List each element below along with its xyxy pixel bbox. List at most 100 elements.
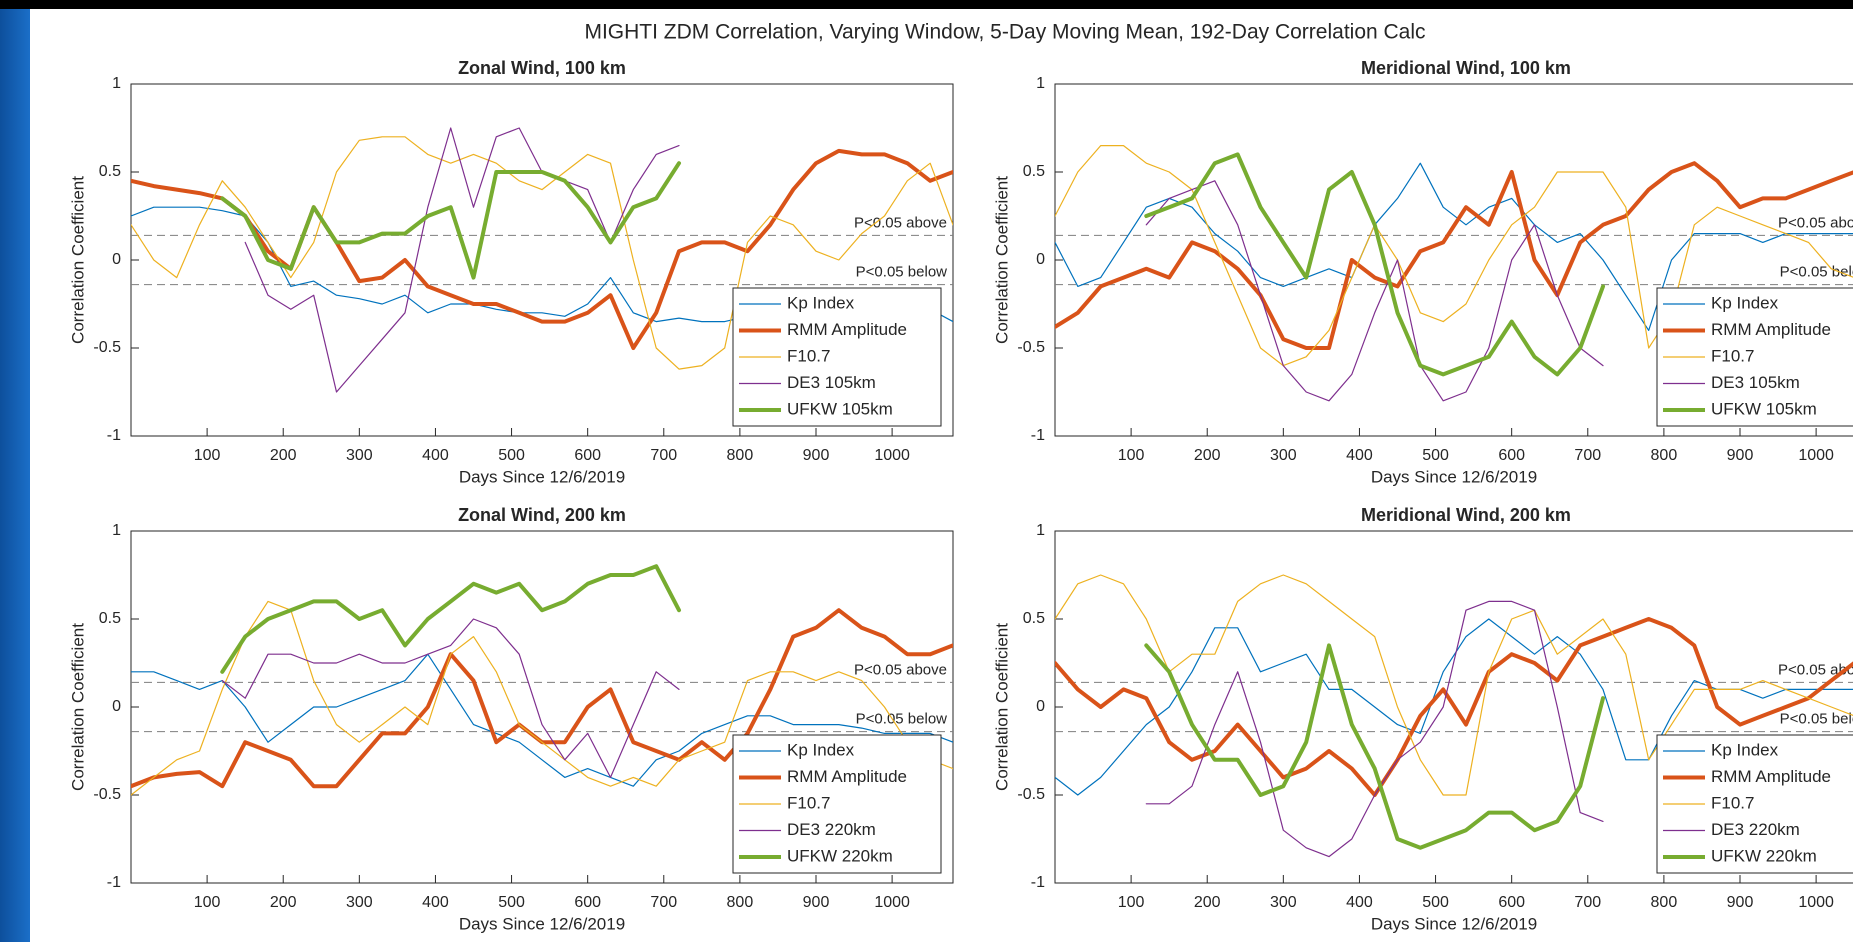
top-bar [0,0,1853,9]
series-line [1055,162,1853,331]
x-axis-label: Days Since 12/6/2019 [459,467,625,486]
x-tick-label: 700 [650,894,677,911]
legend-label: DE3 220km [1711,820,1800,839]
x-tick-label: 400 [422,447,449,464]
y-tick-label: -1 [107,874,121,891]
legend-label: F10.7 [787,793,830,812]
legend: Kp Index RMM Amplitude F10.7 DE3 220km UFKW … [1656,734,1853,874]
subplot: Zonal Wind, 200 km -1 -0.5 0 0.5 1 100 200 300 40… [68,505,954,933]
x-tick-label: 1000 [874,894,910,911]
y-tick-label: 1 [112,75,121,92]
y-tick-label: 0.5 [99,610,121,627]
legend: Kp Index RMM Amplitude F10.7 DE3 105km UFKW … [732,287,942,427]
threshold-label: P<0.05 above [1778,661,1853,678]
x-tick-label: 200 [270,447,297,464]
legend: Kp Index RMM Amplitude F10.7 DE3 220km UFKW … [732,734,942,874]
legend-label: Kp Index [1711,740,1779,759]
y-tick-label: -0.5 [1017,786,1045,803]
x-tick-label: 100 [1118,447,1145,464]
x-tick-label: 1000 [874,447,910,464]
legend-label: RMM Amplitude [787,320,907,339]
x-tick-label: 400 [1346,447,1373,464]
threshold-label: P<0.05 above [854,214,947,231]
subplot-title: Zonal Wind, 100 km [458,58,626,78]
legend-label: F10.7 [787,346,830,365]
subplot: Zonal Wind, 100 km -1 -0.5 0 0.5 1 100 200 300 40… [68,58,954,486]
series-line [1055,574,1853,796]
x-tick-label: 200 [1194,894,1221,911]
subplot-title: Meridional Wind, 100 km [1361,58,1571,78]
x-tick-label: 600 [574,447,601,464]
y-tick-label: 0 [112,698,121,715]
y-axis-label: Correlation Coefficient [992,176,1011,344]
x-tick-label: 900 [803,894,830,911]
window-edge [0,0,30,942]
y-tick-label: 0.5 [1023,610,1045,627]
legend-label: Kp Index [1711,293,1779,312]
x-tick-label: 300 [1270,447,1297,464]
legend-label: UFKW 105km [787,399,893,418]
x-tick-label: 1000 [1798,894,1834,911]
x-tick-label: 500 [498,447,525,464]
series-line [1055,617,1853,797]
x-tick-label: 800 [727,447,754,464]
series-line [1145,600,1604,858]
x-tick-label: 600 [1498,447,1525,464]
y-tick-label: 0 [1036,251,1045,268]
series-line [1144,643,1605,850]
legend: Kp Index RMM Amplitude F10.7 DE3 105km UFKW … [1656,287,1853,427]
legend-label: Kp Index [787,293,855,312]
series-line [131,653,953,787]
x-tick-label: 800 [1651,447,1678,464]
series-line [1145,180,1604,402]
plot-area [1055,145,1853,402]
y-tick-label: 0 [1036,698,1045,715]
y-tick-label: 0 [112,251,121,268]
threshold-label: P<0.05 below [1780,711,1853,728]
series-line [220,564,681,674]
legend-label: RMM Amplitude [787,767,907,786]
series-line [1144,152,1605,377]
x-tick-label: 200 [1194,447,1221,464]
series-line [221,618,680,778]
x-tick-label: 300 [1270,894,1297,911]
y-tick-label: -1 [107,427,121,444]
legend-label: F10.7 [1711,346,1754,365]
y-tick-label: -1 [1031,427,1045,444]
x-tick-label: 100 [194,894,221,911]
y-tick-label: -0.5 [1017,339,1045,356]
x-tick-label: 700 [1574,894,1601,911]
y-tick-label: 1 [1036,522,1045,539]
x-tick-label: 300 [346,447,373,464]
x-tick-label: 400 [1346,894,1373,911]
y-tick-label: -0.5 [93,339,121,356]
legend-label: RMM Amplitude [1711,320,1831,339]
legend-label: DE3 105km [1711,373,1800,392]
x-tick-label: 900 [1727,447,1754,464]
series-line [131,148,953,350]
subplot: Meridional Wind, 200 km -1 -0.5 0 0.5 1 100 200… [992,505,1853,933]
x-axis-label: Days Since 12/6/2019 [1371,914,1537,933]
subplot: Meridional Wind, 100 km -1 -0.5 0 0.5 1 100 200… [992,58,1853,486]
x-tick-label: 600 [1498,894,1525,911]
y-tick-label: 0.5 [1023,163,1045,180]
y-axis-label: Correlation Coefficient [68,623,87,791]
legend-label: RMM Amplitude [1711,767,1831,786]
plot-area [131,564,953,796]
x-tick-label: 900 [1727,894,1754,911]
threshold-label: P<0.05 above [1778,214,1853,231]
y-tick-label: -0.5 [93,786,121,803]
legend-label: DE3 220km [787,820,876,839]
subplot-title: Meridional Wind, 200 km [1361,505,1571,525]
y-tick-label: 0.5 [99,163,121,180]
series-line [1055,161,1853,350]
x-tick-label: 100 [1118,894,1145,911]
y-tick-label: -1 [1031,874,1045,891]
series-line [131,600,953,796]
x-tick-label: 600 [574,894,601,911]
legend-label: UFKW 220km [1711,846,1817,865]
legend-label: UFKW 105km [1711,399,1817,418]
x-tick-label: 500 [1422,447,1449,464]
x-tick-label: 400 [422,894,449,911]
